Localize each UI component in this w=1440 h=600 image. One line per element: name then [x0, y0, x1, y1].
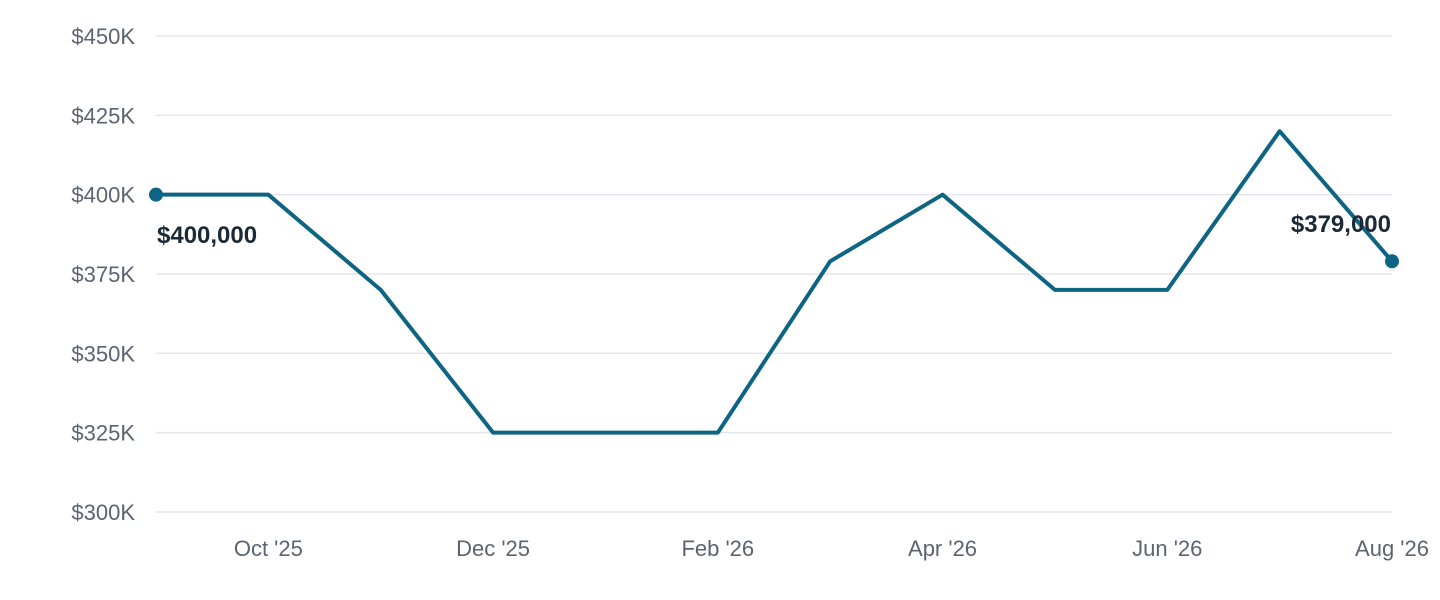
x-tick-label: Dec '25 — [456, 536, 530, 561]
y-axis-ticks: $300K $325K $350K $375K $400K $425K $450K — [71, 24, 135, 525]
y-tick-label: $350K — [71, 341, 135, 366]
start-point-marker — [149, 187, 163, 202]
end-labels: $400,000 $379,000 — [157, 211, 1391, 249]
x-tick-label: Jun '26 — [1132, 536, 1202, 561]
y-tick-label: $325K — [71, 421, 135, 446]
end-point-marker — [1385, 254, 1399, 269]
x-tick-label: Apr '26 — [908, 536, 977, 561]
y-tick-label: $425K — [71, 103, 135, 128]
series-line — [154, 129, 1394, 435]
end-value-label: $379,000 — [1291, 211, 1391, 238]
x-tick-label: Aug '26 — [1355, 536, 1429, 561]
x-tick-label: Oct '25 — [234, 536, 303, 561]
start-value-label: $400,000 — [157, 222, 257, 249]
y-tick-label: $400K — [71, 183, 135, 208]
gridlines — [156, 35, 1392, 513]
y-tick-label: $450K — [71, 24, 135, 49]
x-axis-ticks: Oct '25 Dec '25 Feb '26 Apr '26 Jun '26 Aug '… — [234, 536, 1429, 561]
y-tick-label: $300K — [71, 500, 135, 525]
x-tick-label: Feb '26 — [681, 536, 754, 561]
series — [149, 129, 1399, 435]
y-tick-label: $375K — [71, 262, 135, 287]
